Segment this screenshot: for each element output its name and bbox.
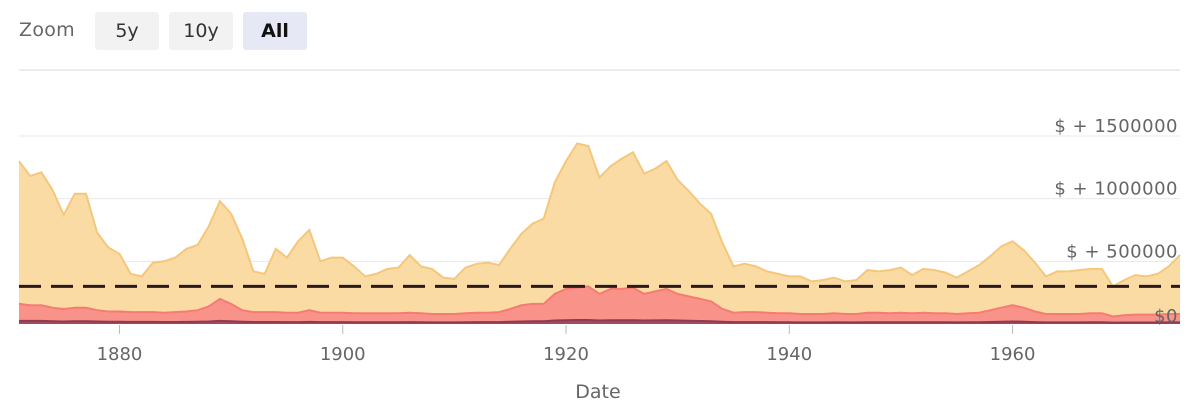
zoom-10y-button[interactable]: 10y	[169, 12, 233, 50]
x-tick-label-4: 1960	[990, 344, 1036, 365]
series-area-1	[19, 286, 1180, 324]
zoom-label: Zoom	[19, 19, 75, 41]
zoom-bar: Zoom 5y 10y All	[0, 8, 1200, 52]
zoom-5y-button[interactable]: 5y	[95, 12, 159, 50]
x-tick-label-0: 1880	[97, 344, 143, 365]
x-axis-labels: 1880 1900 1920 1940 1960	[97, 325, 1036, 365]
zoom-all-button[interactable]: All	[243, 12, 307, 50]
x-tick-label-3: 1940	[766, 344, 812, 365]
y-tick-label-3: $ + 1500000	[1054, 116, 1178, 137]
x-tick-label-1: 1900	[320, 344, 366, 365]
x-axis-title: Date	[575, 381, 620, 403]
y-tick-label-0: $0	[1154, 306, 1178, 327]
x-tick-label-2: 1920	[543, 344, 589, 365]
series-line-0	[18, 142, 1181, 288]
y-axis-labels: $0 $ + 500000 $ + 1000000 $ + 1500000	[1054, 116, 1178, 327]
y-tick-label-2: $ + 1000000	[1054, 179, 1178, 200]
series-areas	[18, 142, 1181, 324]
y-tick-label-1: $ + 500000	[1066, 241, 1178, 262]
series-area-0	[19, 143, 1180, 324]
series-line-2	[19, 319, 1180, 324]
series-line-1	[18, 285, 1180, 318]
